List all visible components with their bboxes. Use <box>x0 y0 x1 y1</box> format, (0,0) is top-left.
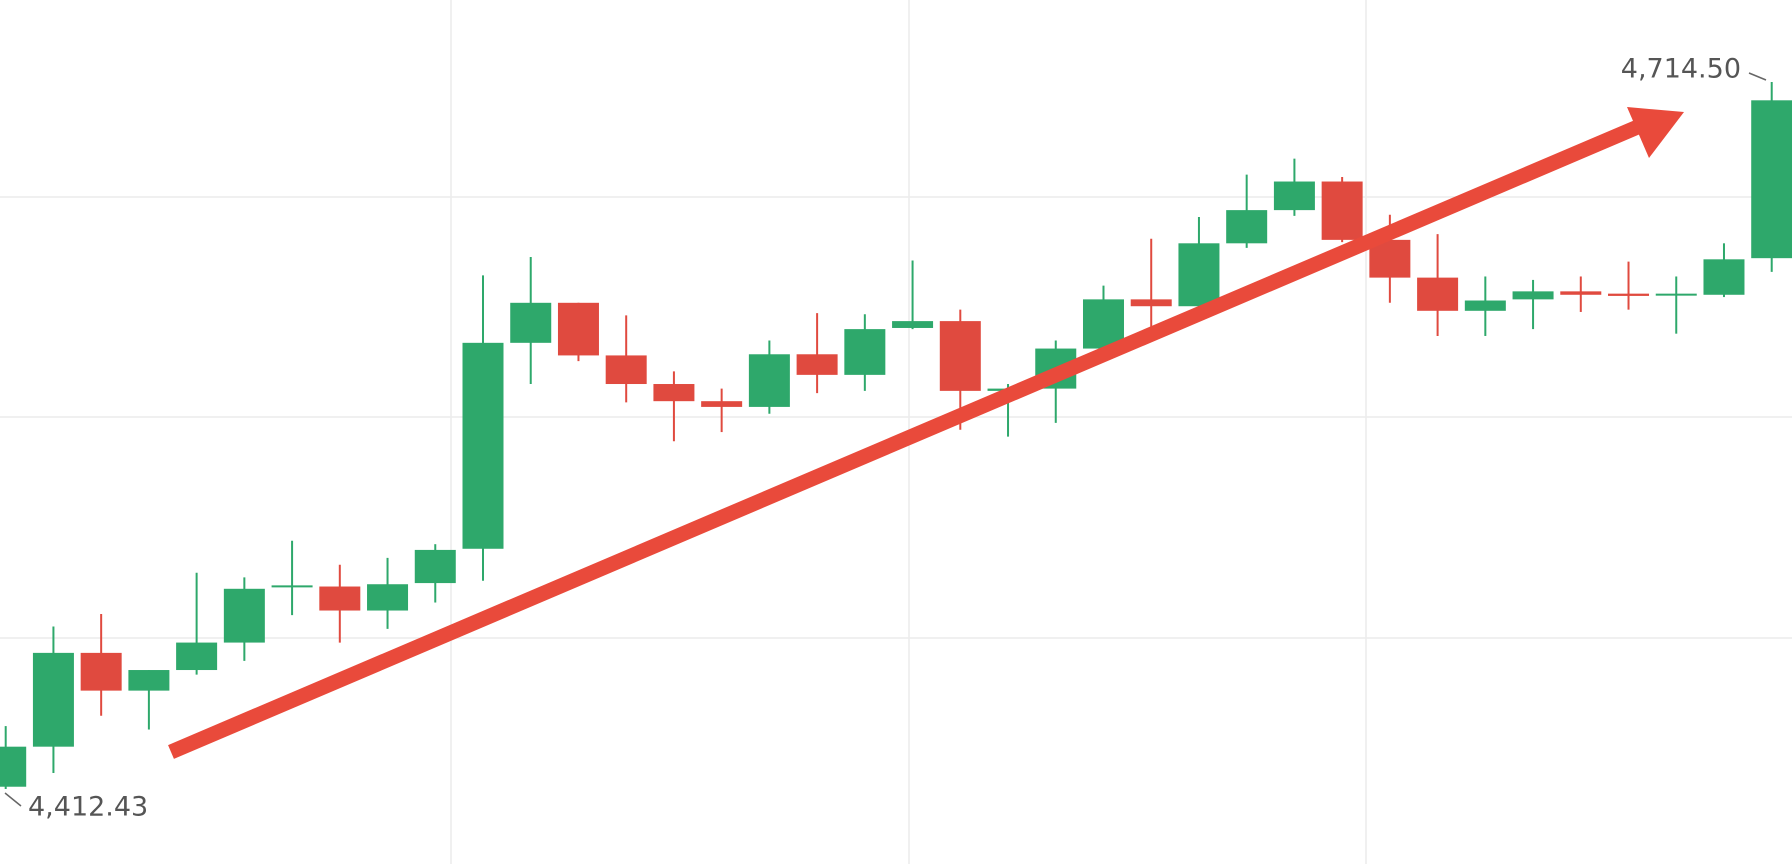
candle-body <box>271 585 313 588</box>
candle-body <box>605 355 647 385</box>
candle-body <box>1273 181 1315 211</box>
candle-body <box>701 401 743 407</box>
candle-body <box>462 342 504 549</box>
candle-body <box>1226 210 1268 244</box>
candle-body <box>319 586 361 611</box>
candle-body <box>796 354 838 375</box>
candle-body <box>367 584 409 611</box>
candle-body <box>892 321 934 328</box>
candle-body <box>1417 277 1459 311</box>
candle-body <box>1130 299 1172 307</box>
high-label: 4,714.50 <box>1621 54 1741 85</box>
low-pointer <box>4 792 22 807</box>
candle-body <box>510 302 552 343</box>
candle-body <box>1321 181 1363 240</box>
candle-body <box>1560 291 1602 295</box>
high-pointer <box>1748 72 1767 81</box>
candle-body <box>1512 291 1554 300</box>
candle-body <box>1178 243 1220 307</box>
arrow-head <box>1627 107 1684 158</box>
candle-body <box>32 652 74 747</box>
candle-body <box>128 670 170 691</box>
candle-body <box>1608 293 1650 296</box>
candle-body <box>80 652 122 691</box>
candle-body <box>176 642 218 671</box>
arrow-shaft <box>168 119 1643 759</box>
candle-body <box>844 329 886 375</box>
candle-body <box>223 588 265 643</box>
candle-body <box>1751 100 1792 259</box>
candles <box>0 82 1792 789</box>
candle-body <box>1703 259 1745 295</box>
candle-body <box>1655 293 1697 296</box>
candle-body <box>939 321 981 391</box>
trend-arrow <box>168 107 1684 759</box>
candle-body <box>0 746 27 787</box>
low-label: 4,412.43 <box>28 792 148 823</box>
candle-body <box>1464 300 1506 311</box>
candle-body <box>748 354 790 407</box>
candle-body <box>557 302 599 356</box>
candle-body <box>653 384 695 402</box>
candle-body <box>1082 299 1124 349</box>
candle-body <box>414 549 456 584</box>
